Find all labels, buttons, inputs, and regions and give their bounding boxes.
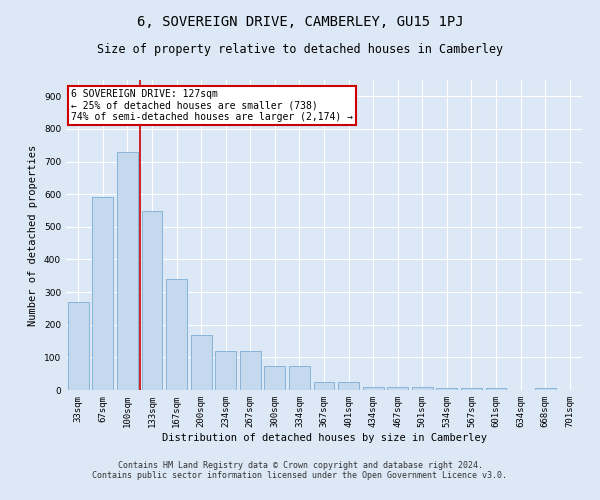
- Bar: [68, 302, 89, 390]
- Bar: [240, 351, 261, 390]
- Bar: [535, 388, 556, 390]
- Text: Contains HM Land Registry data © Crown copyright and database right 2024.
Contai: Contains HM Land Registry data © Crown c…: [92, 460, 508, 480]
- Y-axis label: Number of detached properties: Number of detached properties: [28, 144, 38, 326]
- X-axis label: Distribution of detached houses by size in Camberley: Distribution of detached houses by size …: [161, 432, 487, 442]
- Bar: [485, 388, 506, 390]
- Text: 6, SOVEREIGN DRIVE, CAMBERLEY, GU15 1PJ: 6, SOVEREIGN DRIVE, CAMBERLEY, GU15 1PJ: [137, 15, 463, 29]
- Text: Size of property relative to detached houses in Camberley: Size of property relative to detached ho…: [97, 42, 503, 56]
- Bar: [461, 388, 482, 390]
- Bar: [362, 386, 383, 390]
- Text: 6 SOVEREIGN DRIVE: 127sqm
← 25% of detached houses are smaller (738)
74% of semi: 6 SOVEREIGN DRIVE: 127sqm ← 25% of detac…: [71, 90, 353, 122]
- Bar: [117, 152, 138, 390]
- Bar: [436, 388, 457, 390]
- Bar: [92, 198, 113, 390]
- Bar: [265, 366, 286, 390]
- Bar: [412, 386, 433, 390]
- Bar: [314, 382, 334, 390]
- Bar: [142, 210, 163, 390]
- Bar: [215, 351, 236, 390]
- Bar: [387, 386, 408, 390]
- Bar: [166, 279, 187, 390]
- Bar: [289, 366, 310, 390]
- Bar: [338, 382, 359, 390]
- Bar: [191, 334, 212, 390]
